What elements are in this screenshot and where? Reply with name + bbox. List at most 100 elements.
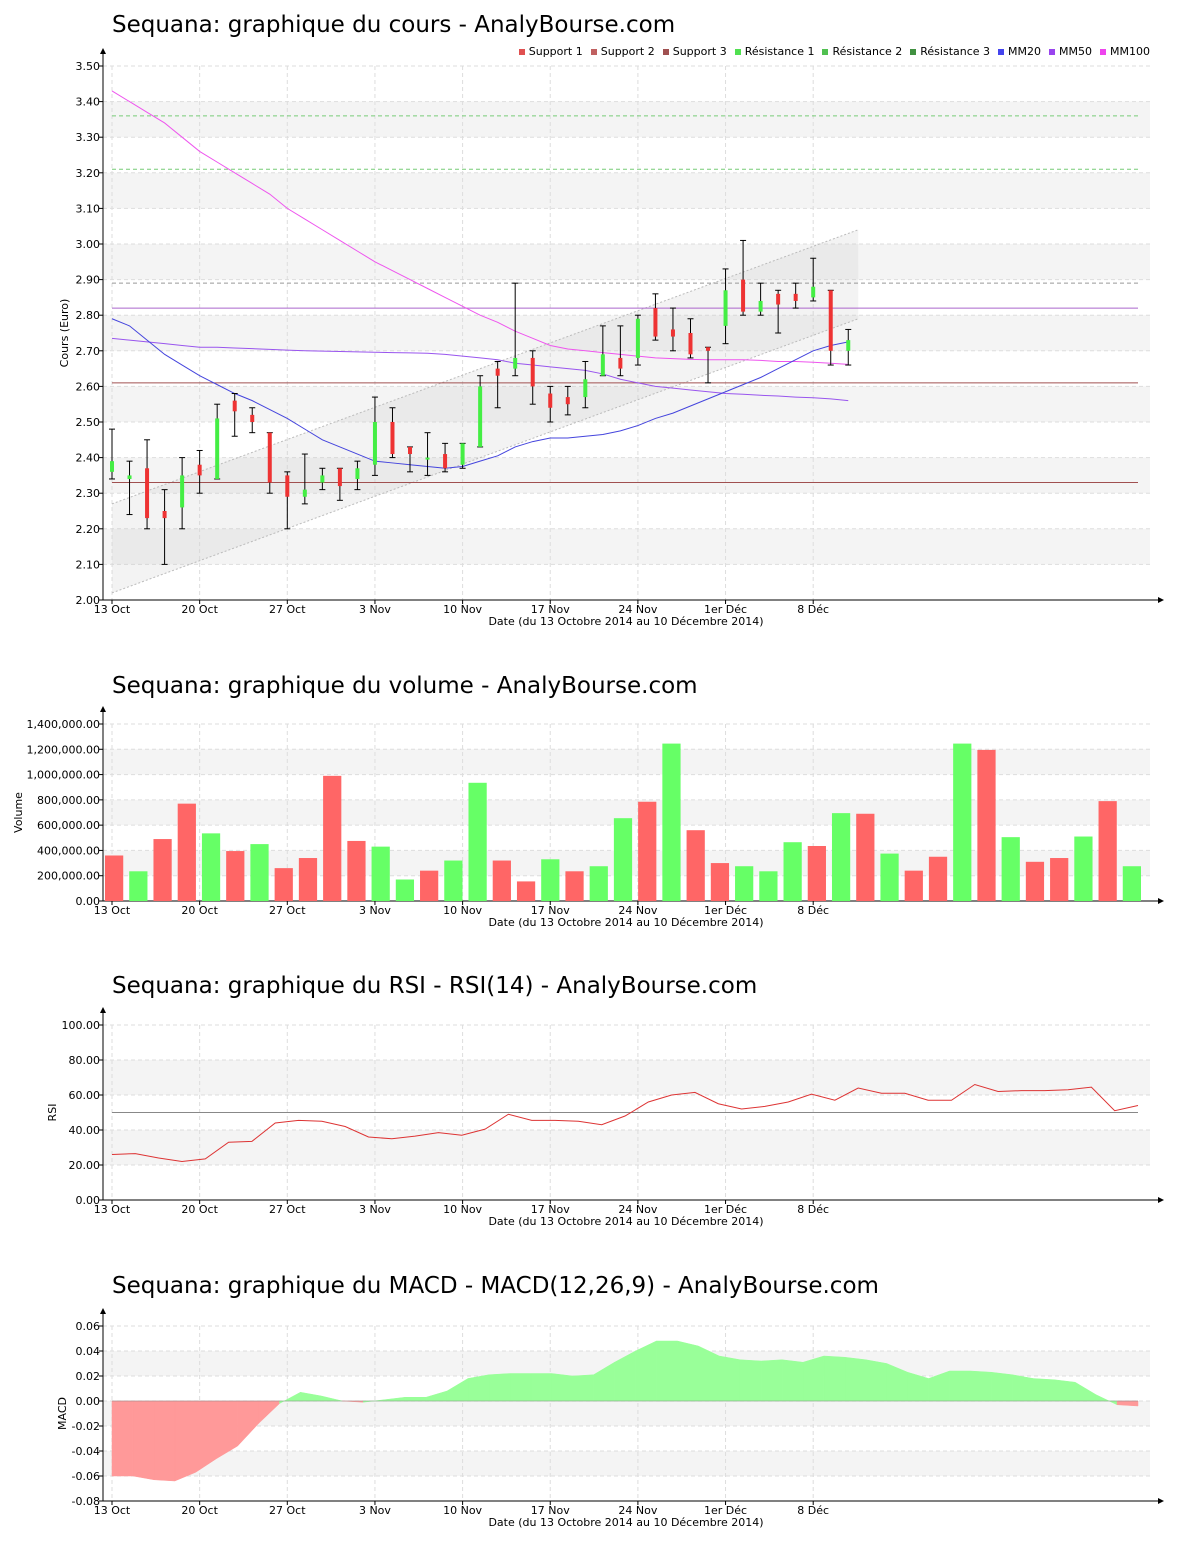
x-tick-label: 8 Déc: [797, 603, 829, 616]
mm100-line: [111, 90, 849, 365]
y-tick-label: 3.40: [76, 96, 101, 109]
legend-swatch: [734, 48, 741, 55]
legend-swatch: [1100, 48, 1107, 55]
candle-body: [478, 386, 483, 447]
grid-band: [103, 315, 1150, 351]
x-tick-label: 24 Nov: [618, 603, 657, 616]
rsi-chart-title: Sequana: graphique du RSI - RSI(14) - An…: [112, 973, 758, 999]
y-tick-label: 200,000.00: [37, 870, 100, 883]
macd-area-segment: [760, 1359, 783, 1402]
macd-area-segment: [509, 1373, 532, 1402]
price-chart-title: Sequana: graphique du cours - AnalyBours…: [112, 12, 676, 38]
x-tick-label: 8 Déc: [797, 1504, 829, 1517]
x-tick-label: 3 Nov: [359, 603, 391, 616]
volume-bar: [1050, 858, 1069, 901]
grid-band: [103, 1451, 1150, 1476]
grid-band: [103, 101, 1150, 138]
candle-body: [460, 443, 465, 465]
x-tick-label: 17 Nov: [531, 1504, 570, 1517]
volume-bar: [1074, 836, 1093, 901]
x-tick-label: 27 Oct: [269, 603, 306, 616]
x-tick-label: 13 Oct: [94, 1203, 131, 1216]
macd-area-segment: [865, 1359, 887, 1402]
candle-body: [758, 300, 763, 312]
volume-bar: [298, 858, 318, 901]
volume-bar: [735, 866, 754, 901]
candle-body: [706, 347, 711, 351]
y-tick-label: 60.00: [69, 1089, 101, 1102]
candle-body: [793, 293, 798, 301]
volume-bar: [105, 855, 124, 901]
legend-swatch: [1049, 48, 1056, 55]
y-axis-label: MACD: [56, 1397, 69, 1430]
macd-area-segment: [1033, 1378, 1055, 1402]
macd-area-segment: [949, 1370, 971, 1402]
y-tick-label: -0.08: [72, 1495, 100, 1508]
volume-bar: [831, 813, 851, 901]
macd-chart-title: Sequana: graphique du MACD - MACD(12,26,…: [112, 1273, 879, 1299]
y-axis-arrow: [100, 1308, 106, 1314]
volume-bar: [1122, 866, 1141, 901]
x-tick-label: 13 Oct: [94, 603, 131, 616]
grid-band: [103, 749, 1150, 775]
y-tick-label: 3.20: [76, 167, 101, 180]
legend-label: MM20: [1008, 45, 1042, 58]
y-tick-label: 3.30: [76, 131, 101, 144]
macd-area-segment: [300, 1391, 322, 1402]
x-tick-label: 17 Nov: [531, 603, 570, 616]
y-tick-label: 1,000,000.00: [27, 769, 100, 782]
macd-area-segment: [425, 1390, 448, 1402]
y-tick-label: 40.00: [69, 1124, 101, 1137]
macd-area-segment: [991, 1371, 1013, 1402]
x-axis-label: Date (du 13 Octobre 2014 au 10 Décembre …: [488, 916, 763, 929]
candle-body: [618, 357, 623, 369]
x-axis-arrow: [1158, 898, 1164, 904]
x-tick-label: 24 Nov: [618, 1504, 657, 1517]
legend-label: Résistance 3: [920, 45, 991, 58]
y-tick-label: 0.00: [76, 1395, 101, 1408]
x-tick-label: 24 Nov: [618, 1203, 657, 1216]
x-tick-label: 13 Oct: [94, 904, 131, 917]
macd-area-segment: [237, 1400, 259, 1447]
y-tick-label: -0.06: [72, 1470, 100, 1483]
x-tick-label: 27 Oct: [269, 1504, 306, 1517]
y-tick-label: 1,200,000.00: [27, 743, 100, 756]
y-axis-label: RSI: [46, 1104, 59, 1122]
volume-bar: [177, 803, 196, 901]
volume-bar: [589, 866, 608, 901]
candle-body: [320, 475, 325, 483]
volume-bar: [492, 860, 511, 901]
x-tick-label: 8 Déc: [797, 904, 829, 917]
macd-area-segment: [1053, 1379, 1076, 1402]
volume-bar: [395, 879, 415, 901]
candle-body: [127, 475, 132, 479]
y-tick-label: 2.10: [76, 558, 101, 571]
y-tick-label: 0.00: [76, 1194, 101, 1207]
y-tick-label: 2.00: [76, 594, 101, 607]
candle-body: [408, 446, 413, 455]
macd-area-segment: [1074, 1381, 1097, 1402]
candle-body: [513, 357, 518, 369]
x-tick-label: 1er Déc: [704, 904, 747, 917]
x-tick-label: 3 Nov: [359, 1203, 391, 1216]
macd-chart-svg: -0.08 -0.06 -0.04 -0.02 0.00 0.02 0.04 0.06 13 O…: [56, 1308, 1164, 1529]
legend-swatch: [998, 48, 1005, 55]
grid-band: [103, 528, 1150, 565]
candle-body: [495, 368, 500, 376]
macd-area-segment: [635, 1340, 657, 1402]
y-tick-label: 20.00: [69, 1159, 101, 1172]
macd-area-segment: [446, 1378, 469, 1402]
candle-body: [162, 511, 167, 519]
y-tick-label: 0.02: [76, 1370, 101, 1383]
candle-body: [600, 354, 605, 376]
x-axis-arrow: [1158, 1498, 1164, 1504]
macd-area-segment: [718, 1355, 741, 1402]
candle-body: [337, 468, 342, 487]
macd-area-segment: [467, 1374, 490, 1402]
x-axis-arrow: [1158, 597, 1164, 603]
macd-area-segment: [1012, 1374, 1034, 1402]
volume-bar: [977, 749, 996, 901]
legend-item: MM20: [998, 45, 1041, 58]
candle-body: [285, 475, 290, 497]
price-chart-svg: 2.00 2.10 2.20 2.30 2.40 2.50 2.60 2.70 2.80 2.90…: [58, 48, 1164, 628]
